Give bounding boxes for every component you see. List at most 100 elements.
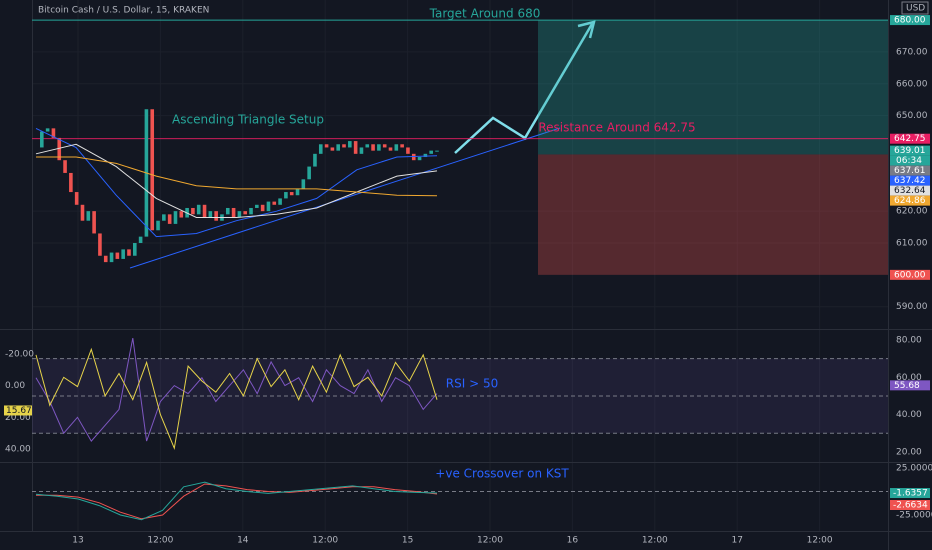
candle bbox=[138, 236, 143, 244]
x-tick-label: 17 bbox=[731, 536, 742, 546]
annotation: RSI > 50 bbox=[446, 377, 498, 391]
candle bbox=[109, 252, 114, 263]
candle bbox=[127, 249, 131, 256]
candle bbox=[377, 144, 381, 151]
x-tick-label: 14 bbox=[237, 536, 249, 546]
y-tick-label: 610.00 bbox=[896, 239, 928, 249]
annotation: Target Around 680 bbox=[429, 7, 541, 21]
arrow-head bbox=[577, 20, 596, 39]
candle bbox=[63, 160, 67, 173]
currency-bg bbox=[901, 1, 929, 15]
candle bbox=[132, 243, 137, 256]
price-label-bg bbox=[890, 269, 930, 280]
candle bbox=[69, 172, 73, 193]
candle bbox=[388, 147, 393, 151]
y2-tick-label: 40.00 bbox=[5, 445, 31, 455]
countdown-bg bbox=[890, 155, 930, 166]
price-label: 637.42 bbox=[894, 176, 926, 186]
candle bbox=[45, 128, 50, 132]
price-label-bg bbox=[890, 15, 930, 26]
candle bbox=[86, 211, 91, 221]
x-tick-label: 12:00 bbox=[477, 536, 503, 546]
candle bbox=[394, 144, 399, 151]
candle bbox=[179, 211, 184, 218]
candle bbox=[202, 204, 207, 218]
y-tick-label: 80.00 bbox=[896, 335, 922, 345]
price-label: 639.01 bbox=[894, 146, 926, 156]
kst-signal-line bbox=[36, 483, 438, 520]
x-tick-label: 12:00 bbox=[642, 536, 668, 546]
x-tick-label: 12:00 bbox=[312, 536, 338, 546]
candle bbox=[74, 192, 79, 205]
candle bbox=[173, 211, 178, 224]
y-tick-label: 660.00 bbox=[896, 79, 928, 89]
price-label-bg bbox=[890, 175, 930, 186]
kst-label: -1.6357 bbox=[893, 489, 928, 499]
candle bbox=[214, 211, 218, 221]
price-label-bg bbox=[890, 145, 930, 156]
candle bbox=[57, 137, 62, 161]
candle bbox=[237, 211, 242, 218]
price-label: 624.86 bbox=[894, 196, 926, 206]
countdown: 06:34 bbox=[896, 156, 922, 166]
oscillator-label: 15.67 bbox=[6, 406, 32, 416]
y2-tick-label: 0.00 bbox=[5, 381, 25, 391]
price-label: 680.00 bbox=[894, 16, 926, 26]
y2-tick-label: -20.00 bbox=[5, 349, 34, 359]
candle bbox=[400, 144, 404, 148]
candle bbox=[348, 141, 352, 148]
kst-label-bg bbox=[890, 500, 930, 511]
candle bbox=[324, 144, 329, 148]
projection-arrow bbox=[454, 23, 594, 154]
price-label: 642.75 bbox=[894, 134, 926, 144]
candle bbox=[429, 150, 433, 154]
annotation: +ve Crossover on KST bbox=[435, 467, 569, 481]
target-zone bbox=[538, 20, 888, 155]
rsi-label-bg bbox=[890, 380, 930, 391]
rsi-label: 55.68 bbox=[894, 381, 920, 391]
candle bbox=[365, 144, 370, 148]
price-label-bg bbox=[890, 133, 930, 144]
candle bbox=[330, 147, 335, 151]
candle bbox=[307, 166, 311, 180]
moving-average bbox=[36, 156, 438, 197]
y-tick-label: -25.0000 bbox=[896, 511, 932, 521]
x-tick-label: 12:00 bbox=[147, 536, 173, 546]
candle bbox=[284, 192, 288, 199]
y-tick-label: 650.00 bbox=[896, 111, 928, 121]
price-label: 600.00 bbox=[894, 270, 926, 280]
candle bbox=[156, 220, 160, 231]
x-tick-label: 16 bbox=[567, 536, 579, 546]
chart-title: Bitcoin Cash / U.S. Dollar, 15, KRAKEN bbox=[38, 6, 209, 16]
candle bbox=[260, 204, 265, 212]
candle bbox=[272, 201, 277, 205]
y-tick-label: 590.00 bbox=[896, 302, 928, 312]
moving-average bbox=[35, 143, 438, 218]
candle bbox=[249, 207, 253, 215]
candle bbox=[150, 109, 155, 231]
candle bbox=[121, 249, 125, 259]
candle bbox=[318, 144, 323, 154]
kst-line bbox=[35, 481, 438, 521]
annotation: Ascending Triangle Setup bbox=[172, 113, 324, 127]
candle bbox=[255, 204, 259, 208]
candle bbox=[231, 207, 236, 218]
candle bbox=[225, 207, 230, 215]
price-label-bg bbox=[890, 165, 930, 176]
price-label-bg bbox=[890, 195, 930, 206]
oscillator-line bbox=[35, 338, 438, 442]
candle bbox=[278, 198, 282, 205]
candle bbox=[336, 144, 341, 151]
candle bbox=[295, 188, 300, 196]
candle bbox=[406, 147, 410, 154]
annotation: Resistance Around 642.75 bbox=[538, 121, 695, 135]
y-tick-label: 20.00 bbox=[896, 447, 922, 457]
candle bbox=[51, 128, 56, 138]
price-label: 632.64 bbox=[894, 186, 926, 196]
candle bbox=[92, 211, 96, 234]
candle bbox=[289, 192, 294, 196]
y-tick-label: 40.00 bbox=[896, 410, 922, 420]
oscillator-label-bg bbox=[4, 405, 32, 416]
x-tick-label: 12:00 bbox=[807, 536, 833, 546]
candle bbox=[417, 157, 422, 161]
